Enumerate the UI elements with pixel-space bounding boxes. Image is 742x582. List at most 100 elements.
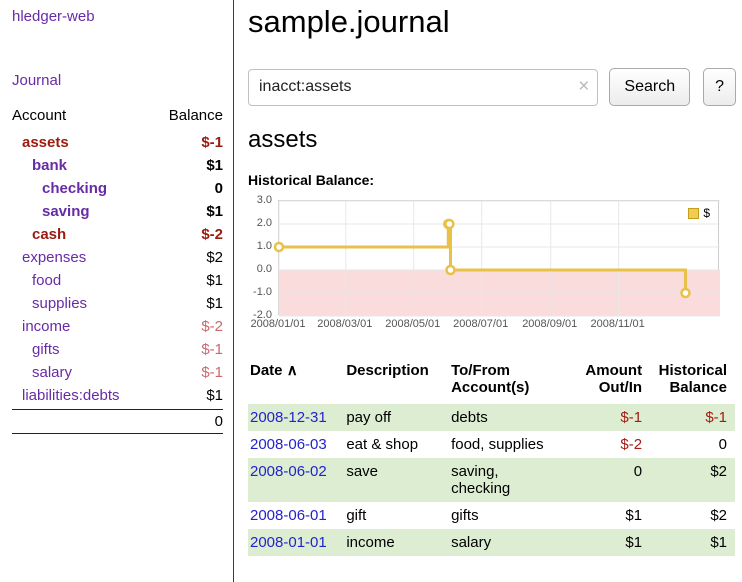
account-heading: assets xyxy=(248,126,318,153)
page-title: sample.journal xyxy=(248,4,450,39)
transaction-row[interactable]: 2008-01-01 income salary $1 $1 xyxy=(248,529,735,556)
account-link[interactable]: expenses xyxy=(22,249,87,266)
y-axis-tick-label: 0.0 xyxy=(256,263,272,275)
y-axis-tick-label: 3.0 xyxy=(256,194,272,206)
account-row: assets $-1 xyxy=(12,131,223,154)
plot-wrapper: $ 2008/01/01 2008/03/01 2008/05/01 2008/07/… xyxy=(250,200,720,334)
clear-search-icon[interactable]: × xyxy=(578,75,590,97)
transaction-amount: $1 xyxy=(625,507,643,524)
transaction-row[interactable]: 2008-12-31 pay off debts $-1 $-1 xyxy=(248,404,735,431)
account-row: liabilities:debts $1 xyxy=(12,384,223,407)
transaction-amount: $-1 xyxy=(620,409,643,426)
y-axis-tick-label: 2.0 xyxy=(256,217,272,229)
transaction-balance: $2 xyxy=(710,507,727,524)
sidebar-item-journal[interactable]: Journal xyxy=(12,72,62,89)
transaction-row[interactable]: 2008-06-03 eat & shop food, supplies $-2 0 xyxy=(248,431,735,458)
transaction-row[interactable]: 2008-06-01 gift gifts $1 $2 xyxy=(248,502,735,529)
account-row: gifts $-1 xyxy=(12,338,223,361)
x-axis: 2008/01/01 2008/03/01 2008/05/01 2008/07/01… xyxy=(250,318,719,334)
account-balance: $-2 xyxy=(201,318,223,335)
account-row: food $1 xyxy=(12,269,223,292)
account-balance: $-1 xyxy=(201,364,223,381)
transaction-balance: $2 xyxy=(710,463,727,480)
transaction-amount: 0 xyxy=(633,463,643,480)
transaction-description: eat & shop xyxy=(346,436,419,453)
transaction-row[interactable]: 2008-06-02 save saving, checking 0 $2 xyxy=(248,458,735,502)
account-balance: $1 xyxy=(206,272,223,289)
transaction-date-link[interactable]: 2008-01-01 xyxy=(250,534,327,551)
account-link[interactable]: salary xyxy=(32,364,73,381)
account-row: cash $-2 xyxy=(12,223,223,246)
account-link[interactable]: food xyxy=(32,272,62,289)
column-header-description: Description xyxy=(346,362,429,379)
register-header-row: Date ∧ Description To/From Account(s) Am… xyxy=(248,360,735,404)
account-row: income $-2 xyxy=(12,315,223,338)
accounts-table-header: Account Balance xyxy=(12,103,223,131)
help-button[interactable]: ? xyxy=(703,68,736,106)
accounts-total-row: 0 xyxy=(12,409,223,434)
column-header-date[interactable]: Date ∧ xyxy=(248,360,344,404)
account-link[interactable]: bank xyxy=(32,157,68,174)
account-balance: 0 xyxy=(214,180,223,197)
transaction-accounts: gifts xyxy=(451,507,479,524)
account-balance: $1 xyxy=(206,203,223,220)
account-row: expenses $2 xyxy=(12,246,223,269)
total-balance: 0 xyxy=(214,413,223,430)
chart-title: Historical Balance: xyxy=(248,172,375,188)
account-column-header: Account xyxy=(12,107,67,124)
x-axis-tick-label: 2008/09/01 xyxy=(522,318,578,330)
legend-swatch-icon xyxy=(688,207,700,219)
sidebar: hledger-web Journal Account Balance asse… xyxy=(0,0,234,582)
date-header-label: Date xyxy=(250,362,283,379)
account-link[interactable]: assets xyxy=(22,134,69,151)
transaction-date-link[interactable]: 2008-06-01 xyxy=(250,507,327,524)
column-header-balance: Historical Balance xyxy=(658,362,727,396)
account-row: salary $-1 xyxy=(12,361,223,384)
account-link[interactable]: supplies xyxy=(32,295,88,312)
account-link[interactable]: saving xyxy=(42,203,90,220)
y-axis-tick-label: 1.0 xyxy=(256,240,272,252)
historical-balance-chart: 3.0 2.0 1.0 0.0 -1.0 -2.0 $ 2008/01/01 2008/03… xyxy=(248,194,736,334)
account-row: bank $1 xyxy=(12,154,223,177)
x-axis-tick-label: 2008/05/01 xyxy=(385,318,441,330)
balance-line-chart xyxy=(273,200,720,317)
transaction-accounts: salary xyxy=(451,534,492,551)
x-axis-tick-label: 2008/03/01 xyxy=(317,318,373,330)
y-axis: 3.0 2.0 1.0 0.0 -1.0 -2.0 xyxy=(248,194,278,321)
account-balance: $-1 xyxy=(201,341,223,358)
account-balance: $1 xyxy=(206,157,223,174)
search-bar: × Search ? xyxy=(248,68,736,106)
account-balance: $-1 xyxy=(201,134,223,151)
account-balance: $2 xyxy=(206,249,223,266)
transaction-date-link[interactable]: 2008-12-31 xyxy=(250,409,327,426)
transaction-balance: $-1 xyxy=(705,409,727,426)
transaction-description: gift xyxy=(346,507,367,524)
account-row: checking 0 xyxy=(12,177,223,200)
chart-legend: $ xyxy=(685,205,713,221)
y-axis-tick-label: -2.0 xyxy=(253,309,272,321)
x-axis-tick-label: 2008/07/01 xyxy=(453,318,509,330)
transaction-date-link[interactable]: 2008-06-03 xyxy=(250,436,327,453)
hledger-web-home-link[interactable]: hledger-web xyxy=(12,8,95,25)
x-axis-tick-label: 2008/11/01 xyxy=(590,318,645,330)
account-balance: $1 xyxy=(206,295,223,312)
plot-area: $ xyxy=(273,200,720,317)
sort-ascending-icon: ∧ xyxy=(286,362,298,379)
search-input[interactable] xyxy=(248,68,599,106)
account-link[interactable]: cash xyxy=(32,226,67,243)
account-row: supplies $1 xyxy=(12,292,223,315)
transaction-accounts: saving, checking xyxy=(451,463,511,497)
account-row: saving $1 xyxy=(12,200,223,223)
search-button[interactable]: Search xyxy=(609,68,691,106)
transaction-description: income xyxy=(346,534,395,551)
transaction-amount: $1 xyxy=(625,534,643,551)
account-link[interactable]: liabilities:debts xyxy=(22,387,120,404)
transaction-date-link[interactable]: 2008-06-02 xyxy=(250,463,327,480)
transaction-description: pay off xyxy=(346,409,392,426)
account-link[interactable]: gifts xyxy=(32,341,60,358)
accounts-table: Account Balance assets $-1 bank $1 checking 0… xyxy=(12,103,223,434)
account-link[interactable]: income xyxy=(22,318,71,335)
account-balance: $-2 xyxy=(201,226,223,243)
transaction-balance: 0 xyxy=(718,436,727,453)
account-link[interactable]: checking xyxy=(42,180,108,197)
